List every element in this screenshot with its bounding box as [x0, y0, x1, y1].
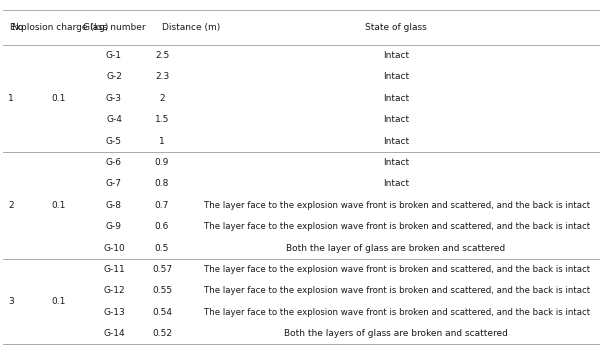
Text: G-8: G-8 [106, 201, 122, 210]
Text: G-12: G-12 [103, 286, 125, 295]
Text: G-14: G-14 [103, 329, 125, 338]
Text: 2: 2 [8, 201, 14, 210]
Text: G-11: G-11 [103, 265, 125, 274]
Text: 2.3: 2.3 [155, 72, 169, 81]
Text: G-7: G-7 [106, 179, 122, 188]
Text: 0.6: 0.6 [155, 222, 169, 231]
Text: Intact: Intact [383, 179, 409, 188]
Text: 0.54: 0.54 [152, 308, 172, 317]
Text: Intact: Intact [383, 158, 409, 167]
Text: Intact: Intact [383, 94, 409, 103]
Text: 2: 2 [159, 94, 165, 103]
Text: 0.55: 0.55 [152, 286, 172, 295]
Text: 1: 1 [159, 137, 165, 146]
Text: 1: 1 [8, 94, 14, 103]
Text: 0.8: 0.8 [155, 179, 169, 188]
Text: G-3: G-3 [106, 94, 122, 103]
Text: 2.5: 2.5 [155, 51, 169, 60]
Text: 0.1: 0.1 [52, 94, 66, 103]
Text: 0.7: 0.7 [155, 201, 169, 210]
Text: Intact: Intact [383, 51, 409, 60]
Text: Intact: Intact [383, 72, 409, 81]
Text: G-13: G-13 [103, 308, 125, 317]
Text: 0.57: 0.57 [152, 265, 172, 274]
Text: The layer face to the explosion wave front is broken and scattered, and the back: The layer face to the explosion wave fro… [204, 222, 590, 231]
Text: Distance (m): Distance (m) [162, 23, 220, 32]
Text: The layer face to the explosion wave front is broken and scattered, and the back: The layer face to the explosion wave fro… [204, 286, 590, 295]
Text: 0.9: 0.9 [155, 158, 169, 167]
Text: Both the layers of glass are broken and scattered: Both the layers of glass are broken and … [284, 329, 508, 338]
Text: The layer face to the explosion wave front is broken and scattered, and the back: The layer face to the explosion wave fro… [204, 308, 590, 317]
Text: Explosion charge (kg): Explosion charge (kg) [10, 23, 108, 32]
Text: 1.5: 1.5 [155, 115, 169, 124]
Text: Both the layer of glass are broken and scattered: Both the layer of glass are broken and s… [286, 244, 506, 253]
Text: No.: No. [11, 23, 26, 32]
Text: G-6: G-6 [106, 158, 122, 167]
Text: G-1: G-1 [106, 51, 122, 60]
Text: 0.1: 0.1 [52, 297, 66, 306]
Text: Intact: Intact [383, 115, 409, 124]
Text: G-10: G-10 [103, 244, 125, 253]
Text: 0.52: 0.52 [152, 329, 172, 338]
Text: State of glass: State of glass [365, 23, 427, 32]
Text: 3: 3 [8, 297, 14, 306]
Text: G-5: G-5 [106, 137, 122, 146]
Text: The layer face to the explosion wave front is broken and scattered, and the back: The layer face to the explosion wave fro… [204, 201, 590, 210]
Text: G-9: G-9 [106, 222, 122, 231]
Text: 0.5: 0.5 [155, 244, 169, 253]
Text: Intact: Intact [383, 137, 409, 146]
Text: 0.1: 0.1 [52, 201, 66, 210]
Text: G-4: G-4 [106, 115, 122, 124]
Text: Glass number: Glass number [83, 23, 145, 32]
Text: The layer face to the explosion wave front is broken and scattered, and the back: The layer face to the explosion wave fro… [204, 265, 590, 274]
Text: G-2: G-2 [106, 72, 122, 81]
